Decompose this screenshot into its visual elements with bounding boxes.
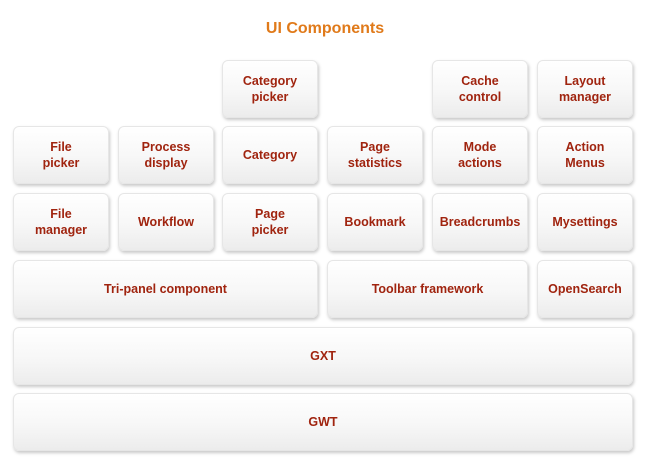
toolbar-framework-block[interactable]: Toolbar framework bbox=[327, 260, 528, 318]
file-picker-block[interactable]: File picker bbox=[13, 126, 109, 184]
cache-control-block[interactable]: Cache control bbox=[432, 60, 528, 118]
layout-manager-block[interactable]: Layout manager bbox=[537, 60, 633, 118]
bookmark-block[interactable]: Bookmark bbox=[327, 193, 423, 251]
tri-panel-component-block[interactable]: Tri-panel component bbox=[13, 260, 318, 318]
diagram-title: UI Components bbox=[265, 20, 385, 37]
workflow-block[interactable]: Workflow bbox=[118, 193, 214, 251]
mode-actions-block[interactable]: Mode actions bbox=[432, 126, 528, 184]
process-display-block[interactable]: Process display bbox=[118, 126, 214, 184]
gxt-layer[interactable]: GXT bbox=[13, 327, 633, 385]
page-picker-block[interactable]: Page picker bbox=[222, 193, 318, 251]
breadcrumbs-block[interactable]: Breadcrumbs bbox=[432, 193, 528, 251]
category-picker-block[interactable]: Category picker bbox=[222, 60, 318, 118]
file-manager-block[interactable]: File manager bbox=[13, 193, 109, 251]
mysettings-block[interactable]: Mysettings bbox=[537, 193, 633, 251]
page-statistics-block[interactable]: Page statistics bbox=[327, 126, 423, 184]
action-menus-block[interactable]: Action Menus bbox=[537, 126, 633, 184]
gwt-layer[interactable]: GWT bbox=[13, 393, 633, 451]
opensearch-block[interactable]: OpenSearch bbox=[537, 260, 633, 318]
category-block[interactable]: Category bbox=[222, 126, 318, 184]
